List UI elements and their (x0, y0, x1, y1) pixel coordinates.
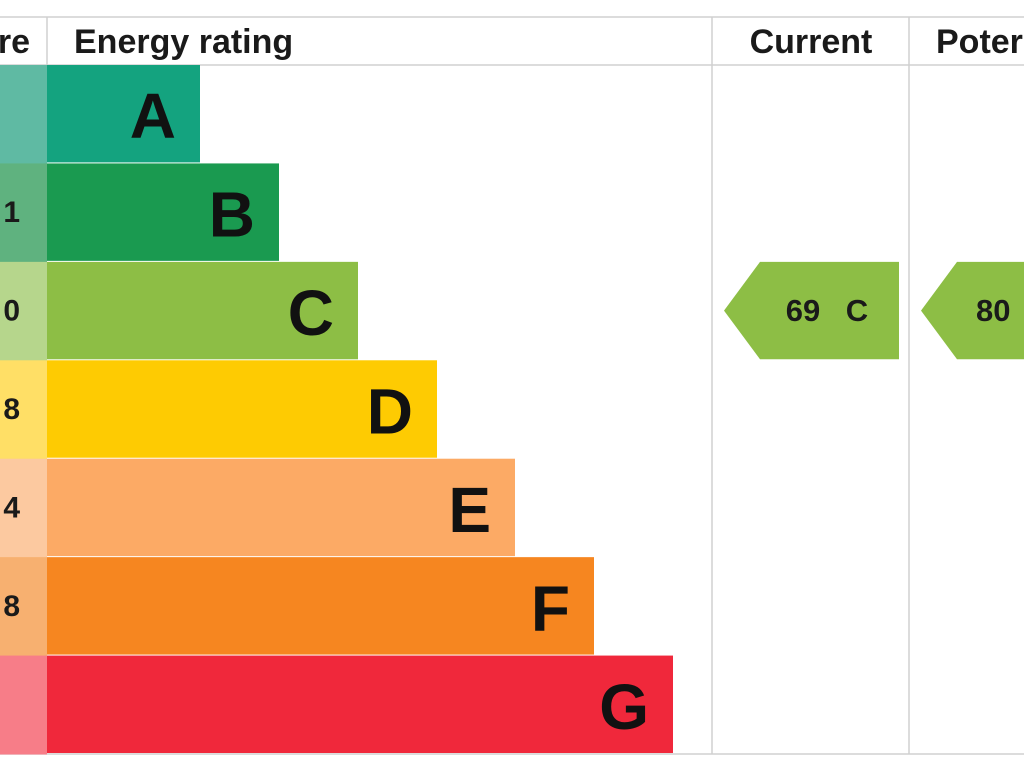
rating-letter: E (448, 474, 491, 546)
rating-bar (47, 360, 437, 458)
score-value: 4 (3, 491, 20, 524)
current-header: Current (750, 23, 873, 61)
score-cell (0, 458, 47, 558)
score-cell (0, 65, 47, 164)
potential-header: Poter (936, 23, 1023, 61)
rating-bar (47, 261, 358, 360)
score-cell (0, 163, 47, 263)
score-cell (0, 360, 47, 460)
potential-value: 80 (976, 293, 1010, 328)
current-arrow (724, 261, 899, 360)
rating-letter: A (130, 80, 176, 152)
score-value: 0 (3, 295, 20, 328)
rating-letter: C (288, 277, 334, 349)
potential-arrow (921, 261, 1024, 360)
rating-letter: B (209, 179, 255, 251)
rating-bar (47, 458, 515, 557)
rating-bar (47, 163, 279, 261)
rating-letter: G (599, 671, 649, 743)
score-value: 1 (3, 196, 20, 229)
rating-bar (47, 655, 673, 753)
score-cell (0, 557, 47, 657)
rating-bar (47, 557, 594, 655)
rating-bar (47, 65, 200, 163)
rating-header: Energy rating (74, 23, 293, 61)
score-header: re (0, 23, 30, 61)
score-cell (0, 655, 47, 755)
current-band: C (846, 293, 868, 328)
score-value: 8 (3, 590, 20, 623)
score-value: 8 (3, 393, 20, 426)
rating-letter: F (531, 572, 570, 644)
rating-letter: D (367, 376, 413, 448)
score-cell (0, 261, 47, 361)
current-value: 69 (786, 293, 820, 328)
